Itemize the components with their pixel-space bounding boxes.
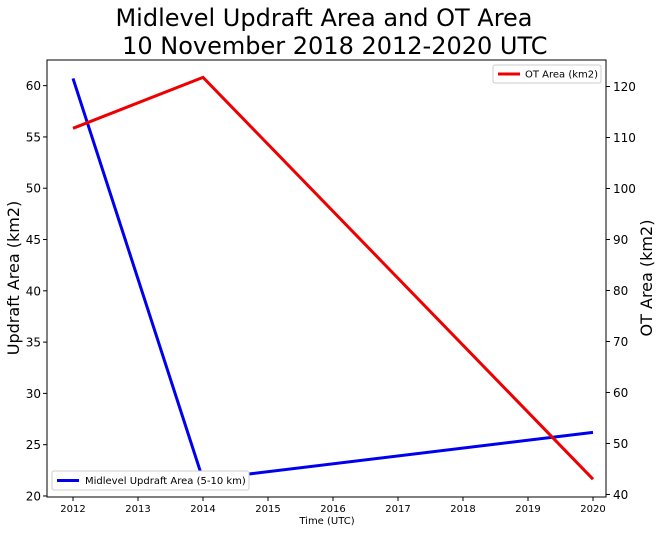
plot-frame xyxy=(46,59,607,498)
y-left-tick-label: 35 xyxy=(26,336,41,350)
x-tick-label: 2012 xyxy=(60,504,85,515)
x-tick-label: 2016 xyxy=(320,504,345,515)
legend-ot-area-label: OT Area (km2) xyxy=(525,70,598,81)
axis-ticks: 2012 2013 2014 2015 2016 2017 2018 2019 20202025… xyxy=(26,79,636,515)
ot-area-line xyxy=(72,75,595,481)
y-right-tick-label: 40 xyxy=(613,488,628,502)
legend-updraft-area: Midlevel Updraft Area (5-10 km) xyxy=(51,470,250,491)
y-right-tick-label: 80 xyxy=(613,284,628,298)
y-axis-label-left: Updraft Area (km2) xyxy=(4,201,23,356)
updraft-area-line xyxy=(71,77,594,482)
x-tick-label: 2020 xyxy=(580,504,605,515)
y-axis-label-right: OT Area (km2) xyxy=(637,220,656,337)
legend-ot-area-box xyxy=(492,64,602,84)
series-lines xyxy=(71,75,595,482)
y-right-tick-label: 100 xyxy=(613,182,636,196)
chart-title-line2: 10 November 2018 2012-2020 UTC xyxy=(114,32,547,60)
y-right-tick-label: 90 xyxy=(613,233,628,247)
y-left-tick-label: 60 xyxy=(26,79,41,93)
y-left-tick-label: 55 xyxy=(26,130,41,144)
x-tick-label: 2017 xyxy=(385,504,410,515)
y-left-tick-label: 50 xyxy=(26,182,41,196)
x-axis-label: Time (UTC) xyxy=(298,516,354,527)
x-tick-label: 2019 xyxy=(515,504,540,515)
y-left-tick-label: 20 xyxy=(26,489,41,503)
x-tick-label: 2018 xyxy=(450,504,475,515)
y-right-tick-label: 120 xyxy=(613,80,636,94)
x-tick-label: 2014 xyxy=(190,504,215,515)
legend-updraft-area-label: Midlevel Updraft Area (5-10 km) xyxy=(85,476,246,487)
y-left-tick-label: 45 xyxy=(26,233,41,247)
x-tick-label: 2013 xyxy=(125,504,150,515)
y-right-tick-label: 110 xyxy=(613,131,636,145)
legend-ot-area: OT Area (km2) xyxy=(492,64,602,84)
y-right-tick-label: 50 xyxy=(613,437,628,451)
y-right-tick-label: 70 xyxy=(613,335,628,349)
x-tick-label: 2015 xyxy=(255,504,280,515)
legend-updraft-area-box xyxy=(51,470,250,491)
chart-title-line1: Midlevel Updraft Area and OT Area xyxy=(115,4,532,32)
y-left-tick-label: 25 xyxy=(26,438,41,452)
y-left-tick-label: 40 xyxy=(26,284,41,298)
y-left-tick-label: 30 xyxy=(26,387,41,401)
y-right-tick-label: 60 xyxy=(613,386,628,400)
